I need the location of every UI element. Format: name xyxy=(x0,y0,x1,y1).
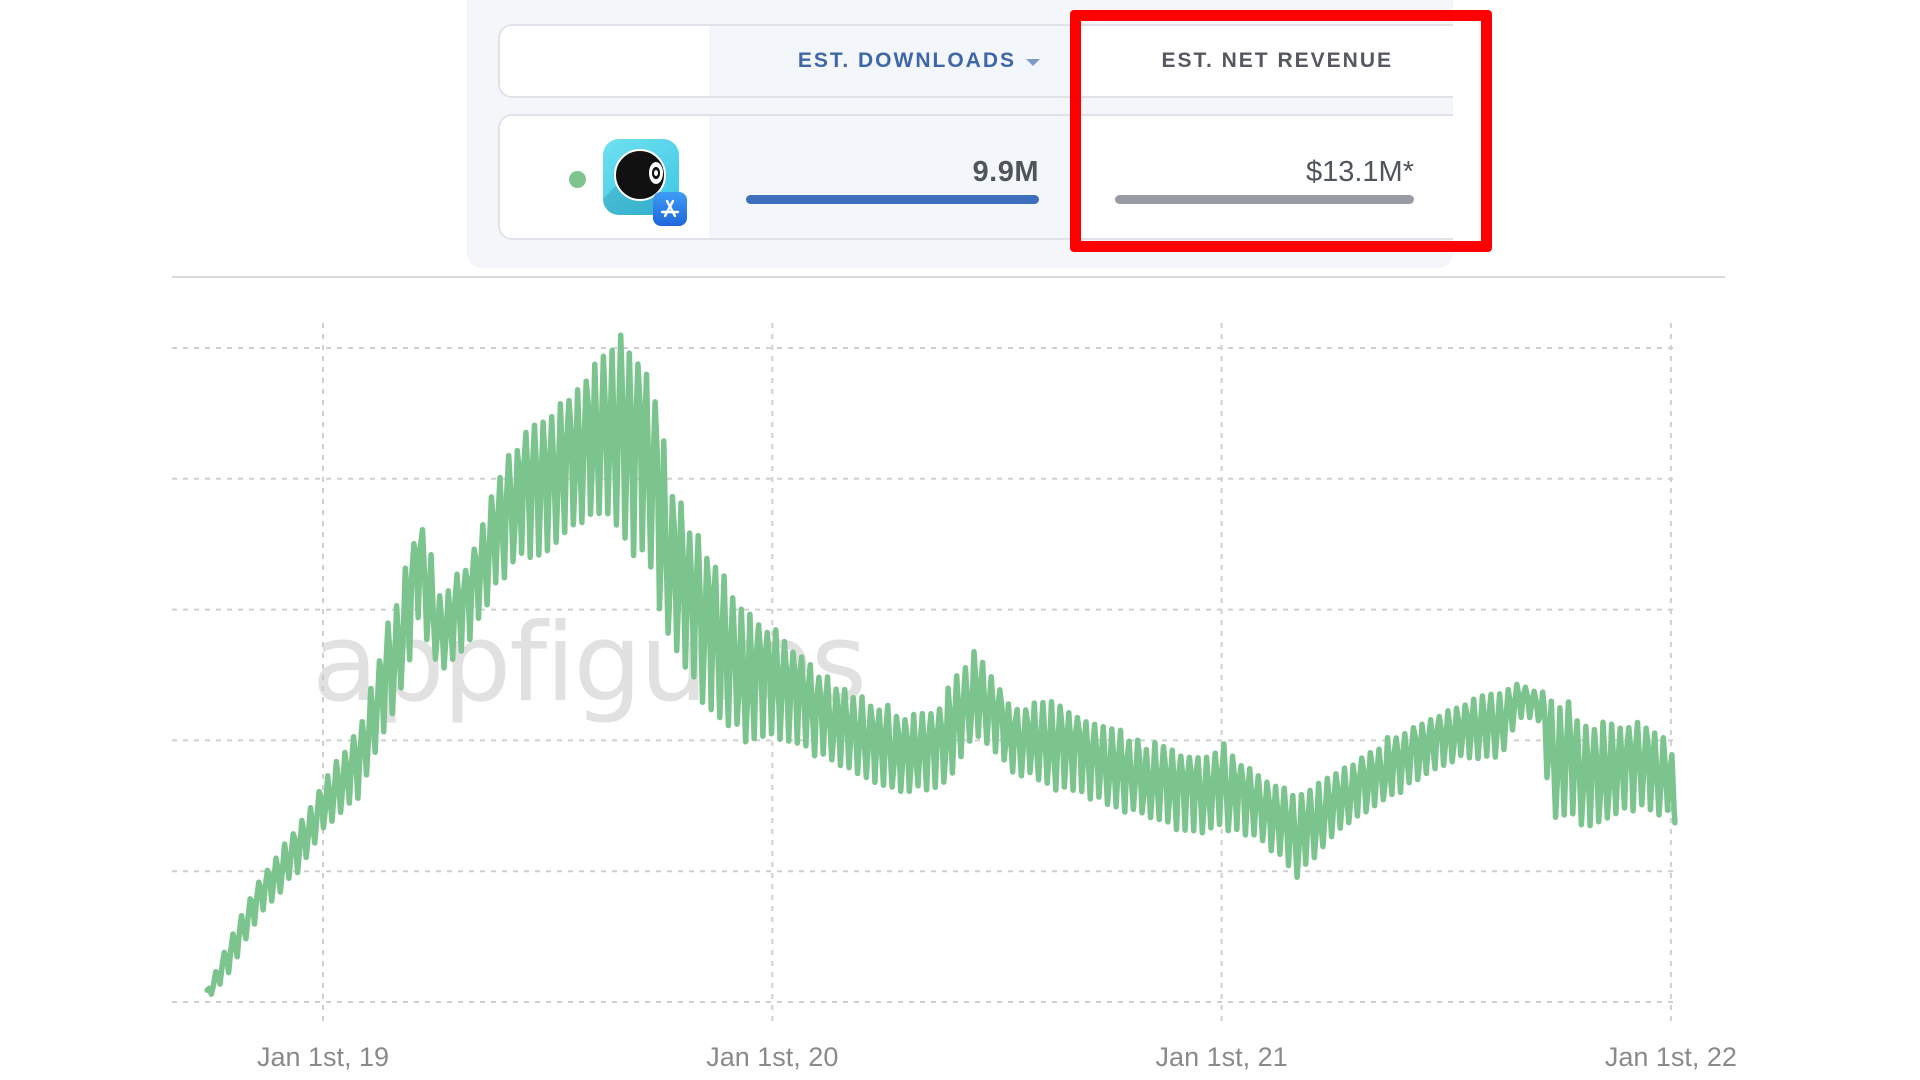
downloads-value: 9.9M xyxy=(972,156,1039,188)
app-store-icon xyxy=(653,192,687,226)
revenue-column-label: EST. NET REVENUE xyxy=(1161,49,1393,72)
table-row[interactable]: 9.9M $13.1M* xyxy=(498,114,1453,240)
x-axis-tick-label: Jan 1st, 21 xyxy=(1155,1042,1288,1072)
section-divider xyxy=(172,276,1725,278)
downloads-cell: 9.9M xyxy=(709,116,1074,238)
downloads-column-label: EST. DOWNLOADS xyxy=(797,49,1016,72)
table-header-row: EST. DOWNLOADS EST. NET REVENUE xyxy=(498,24,1453,98)
status-dot-icon xyxy=(569,171,586,188)
sort-downloads-button[interactable]: EST. DOWNLOADS xyxy=(798,26,1040,96)
downloads-column-header[interactable]: EST. DOWNLOADS xyxy=(709,26,1074,96)
x-axis-tick-label: Jan 1st, 19 xyxy=(256,1042,390,1072)
sort-revenue-button[interactable]: EST. NET REVENUE xyxy=(1161,26,1393,96)
revenue-highlight-annotation xyxy=(1070,10,1492,252)
revenue-column-header[interactable]: EST. NET REVENUE xyxy=(1074,26,1453,96)
8-ball-shape xyxy=(614,149,666,201)
net-revenue-value: $13.1M* xyxy=(1305,156,1414,188)
8-ball-eye xyxy=(649,162,663,184)
revenue-cell: $13.1M* xyxy=(1074,116,1453,238)
sort-descending-icon xyxy=(1026,58,1040,66)
x-axis-tick-label: Jan 1st, 20 xyxy=(706,1042,839,1072)
downloads-series-line[interactable] xyxy=(204,332,1678,997)
x-axis-tick-label: Jan 1st, 22 xyxy=(1604,1042,1737,1072)
8-ball-app-icon[interactable] xyxy=(603,139,679,215)
app-column-header xyxy=(500,26,709,96)
downloads-bar xyxy=(746,195,1039,204)
comparison-panel: EST. DOWNLOADS EST. NET REVENUE xyxy=(467,0,1453,268)
app-cell[interactable] xyxy=(500,116,709,238)
net-revenue-bar xyxy=(1115,195,1414,204)
